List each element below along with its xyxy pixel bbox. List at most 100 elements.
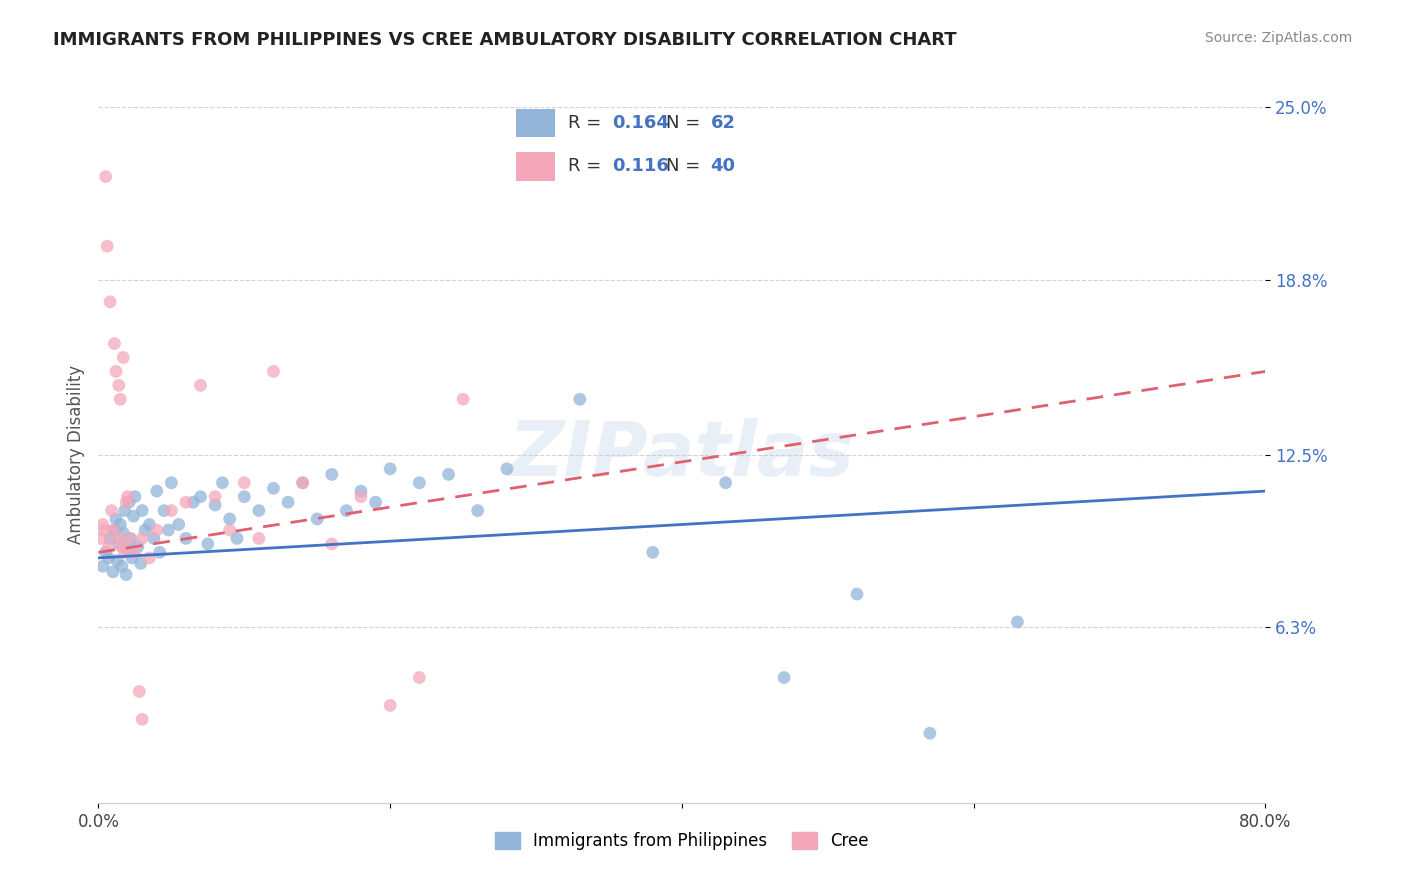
Y-axis label: Ambulatory Disability: Ambulatory Disability xyxy=(66,366,84,544)
Point xyxy=(124,545,146,559)
Point xyxy=(211,475,233,490)
Point xyxy=(131,532,153,546)
Point xyxy=(350,484,373,499)
Point xyxy=(118,495,141,509)
Point xyxy=(108,537,131,551)
Point xyxy=(1007,615,1029,629)
Point xyxy=(233,475,256,490)
Point xyxy=(115,495,138,509)
Point xyxy=(105,554,128,568)
Point xyxy=(105,532,128,546)
Point xyxy=(714,475,737,490)
Point xyxy=(138,517,160,532)
Point xyxy=(110,392,132,407)
Text: 62: 62 xyxy=(710,114,735,132)
Point xyxy=(101,523,124,537)
Text: N =: N = xyxy=(666,158,706,176)
Point xyxy=(94,545,117,559)
Point xyxy=(118,532,141,546)
Point xyxy=(100,503,122,517)
Point xyxy=(364,495,387,509)
Point xyxy=(467,503,489,517)
Point xyxy=(111,540,134,554)
Point xyxy=(115,567,138,582)
Point xyxy=(190,490,212,504)
Point xyxy=(307,512,329,526)
Text: 0.116: 0.116 xyxy=(612,158,669,176)
Point xyxy=(97,540,120,554)
Point xyxy=(91,517,114,532)
Point xyxy=(101,565,124,579)
Point xyxy=(204,490,226,504)
Point xyxy=(91,559,114,574)
Point xyxy=(131,503,153,517)
Text: R =: R = xyxy=(568,114,606,132)
Text: 40: 40 xyxy=(710,158,735,176)
Point xyxy=(291,475,314,490)
FancyBboxPatch shape xyxy=(516,153,555,180)
Text: 0.164: 0.164 xyxy=(612,114,669,132)
Point xyxy=(98,532,121,546)
Point xyxy=(181,495,204,509)
Point xyxy=(263,364,285,378)
Point xyxy=(98,294,121,309)
Point xyxy=(335,503,357,517)
Point xyxy=(97,550,120,565)
Point xyxy=(157,523,180,537)
Point xyxy=(117,542,139,557)
Point xyxy=(233,490,256,504)
Point xyxy=(277,495,299,509)
Point xyxy=(94,169,117,184)
Point xyxy=(218,523,240,537)
Point xyxy=(641,545,664,559)
Point xyxy=(263,481,285,495)
Text: N =: N = xyxy=(666,114,706,132)
Point xyxy=(114,545,136,559)
Point xyxy=(451,392,474,407)
Text: ZIPatlas: ZIPatlas xyxy=(509,418,855,491)
Point xyxy=(149,545,172,559)
Point xyxy=(247,503,270,517)
Text: IMMIGRANTS FROM PHILIPPINES VS CREE AMBULATORY DISABILITY CORRELATION CHART: IMMIGRANTS FROM PHILIPPINES VS CREE AMBU… xyxy=(53,31,957,49)
Point xyxy=(291,475,314,490)
Point xyxy=(120,532,142,546)
Legend: Immigrants from Philippines, Cree: Immigrants from Philippines, Cree xyxy=(488,826,876,857)
Point xyxy=(112,525,135,540)
Point xyxy=(218,512,240,526)
Point xyxy=(204,498,226,512)
Point xyxy=(104,364,127,378)
Point xyxy=(96,239,118,253)
Point xyxy=(321,467,343,482)
Point xyxy=(127,540,149,554)
Point xyxy=(160,475,183,490)
Point xyxy=(124,490,146,504)
Point xyxy=(121,550,143,565)
Point xyxy=(247,532,270,546)
Point xyxy=(111,559,134,574)
Point xyxy=(380,462,402,476)
Point xyxy=(197,537,219,551)
Point xyxy=(114,503,136,517)
Point xyxy=(90,532,112,546)
Point xyxy=(321,537,343,551)
Point xyxy=(146,523,169,537)
Point xyxy=(568,392,591,407)
Point xyxy=(380,698,402,713)
Point xyxy=(846,587,869,601)
FancyBboxPatch shape xyxy=(516,110,555,137)
Point xyxy=(93,523,115,537)
Point xyxy=(153,503,176,517)
Point xyxy=(160,503,183,517)
Point xyxy=(174,495,197,509)
Point xyxy=(142,532,165,546)
Point xyxy=(437,467,460,482)
Point xyxy=(129,557,152,571)
Point xyxy=(138,550,160,565)
Point xyxy=(918,726,941,740)
Point xyxy=(350,490,373,504)
Point xyxy=(131,712,153,726)
Point xyxy=(128,684,150,698)
Point xyxy=(103,336,125,351)
Point xyxy=(174,532,197,546)
Point xyxy=(146,484,169,499)
